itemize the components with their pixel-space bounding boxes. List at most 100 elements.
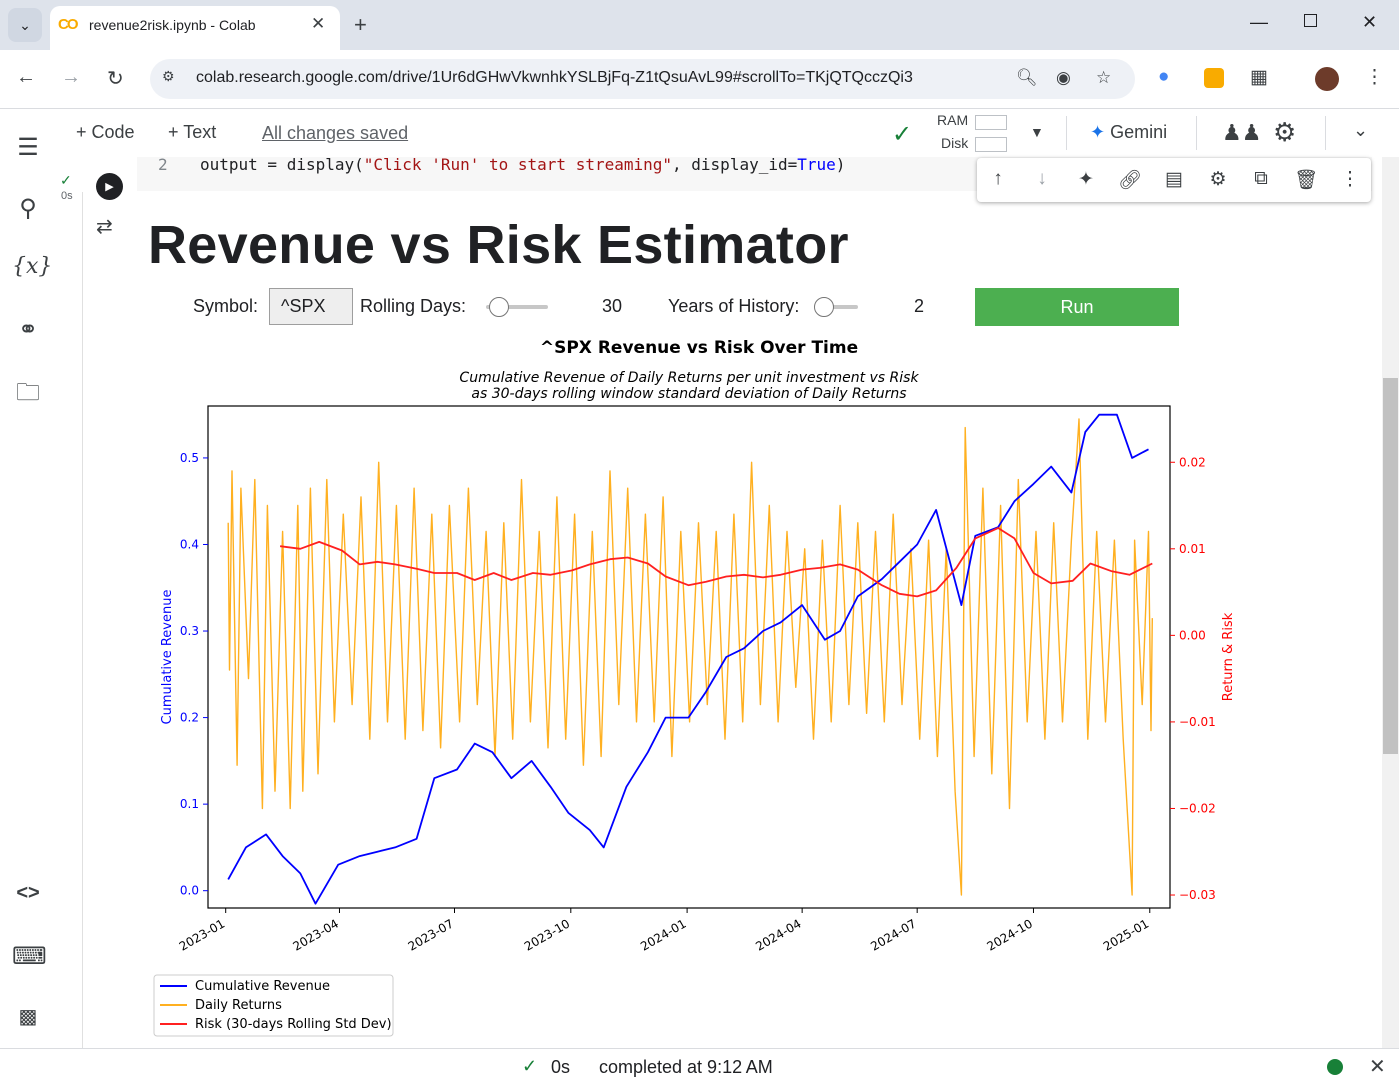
disk-meter[interactable] [975, 137, 1007, 152]
toolbar-divider [1196, 116, 1197, 150]
cell-settings-icon[interactable]: ⚙ [1209, 169, 1227, 190]
move-down-icon[interactable]: ↓ [1037, 168, 1047, 189]
gemini-sparkle-icon: ✦ [1090, 122, 1106, 142]
years-history-slider[interactable] [816, 305, 858, 309]
more-options-icon[interactable]: ⋮ [1340, 169, 1360, 190]
scrollbar-thumb[interactable] [1383, 378, 1398, 754]
runtime-status-indicator[interactable] [1327, 1059, 1343, 1075]
files-folder-icon[interactable]: 🗀︎ [16, 379, 40, 406]
forward-icon[interactable]: → [61, 66, 81, 88]
mirror-cell-icon[interactable]: ⧉ [1254, 168, 1268, 189]
tab-close-icon[interactable]: ✕ [311, 14, 326, 33]
gemini-cell-icon[interactable]: ✦ [1078, 169, 1094, 190]
disk-label[interactable]: Disk [941, 135, 969, 151]
connected-check-icon[interactable]: ✓ [892, 121, 913, 148]
risk-line [279, 527, 1153, 598]
legend-revenue-label: Cumulative Revenue [195, 979, 330, 994]
years-history-value: 2 [914, 296, 925, 316]
add-text-button[interactable]: + Text [168, 122, 217, 142]
link-icon[interactable]: 🔗︎ [1117, 170, 1143, 191]
settings-gear-icon[interactable]: ⚙ [1273, 117, 1297, 147]
run-cell-button[interactable]: ▶ [96, 173, 123, 200]
output-actions-icon[interactable]: ⇄ [96, 216, 113, 238]
back-icon[interactable]: ← [16, 66, 36, 88]
zoom-icon[interactable]: 🔍︎ [1016, 68, 1038, 87]
reload-icon[interactable]: ↻ [107, 68, 124, 90]
active-tab[interactable] [50, 6, 340, 50]
execution-success-icon: ✓ [60, 172, 72, 188]
bookmark-star-icon[interactable]: ☆ [1096, 68, 1112, 87]
url-text[interactable]: colab.research.google.com/drive/1Ur6dGHw… [196, 69, 913, 86]
gemini-button[interactable]: ✦ Gemini [1090, 122, 1167, 143]
chart-legend: Cumulative Revenue Daily Returns Risk (3… [153, 974, 394, 1037]
rolling-days-value: 30 [602, 296, 623, 316]
y-right-tick-label: 0.01 [1179, 542, 1206, 556]
status-bar [0, 1048, 1399, 1076]
ram-label[interactable]: RAM [937, 112, 969, 128]
rolling-days-slider[interactable] [486, 305, 548, 309]
y-left-tick-label: 0.1 [180, 797, 199, 811]
minimize-icon[interactable]: — [1250, 12, 1268, 32]
profile-avatar[interactable] [1315, 67, 1339, 91]
tab-search-icon[interactable]: ⌄ [8, 8, 42, 42]
y-left-tick-label: 0.0 [180, 884, 199, 898]
status-check-icon: ✓ [522, 1056, 538, 1076]
new-tab-icon[interactable]: + [354, 12, 367, 37]
legend-box [153, 974, 394, 1037]
legend-risk-label: Risk (30-days Rolling Std Dev) [195, 1017, 392, 1032]
move-up-icon[interactable]: ↑ [993, 168, 1003, 189]
y-right-tick-label: −0.01 [1179, 715, 1216, 729]
site-info-icon[interactable]: ⚙ [162, 68, 175, 84]
browser-menu-icon[interactable]: ⋮ [1365, 67, 1384, 88]
command-palette-icon[interactable]: ⌨ [12, 943, 47, 970]
status-close-icon[interactable]: ✕ [1369, 1056, 1386, 1078]
runtime-dropdown-icon[interactable]: ▼ [1030, 124, 1044, 140]
y-axis-right-label: Return & Risk [1221, 612, 1236, 701]
share-people-icon[interactable]: ♟♟ [1222, 120, 1262, 145]
address-bar[interactable] [150, 59, 1135, 99]
years-history-slider-handle[interactable] [814, 297, 834, 317]
code-snippets-icon[interactable]: <> [16, 882, 40, 904]
y-left-tick-label: 0.5 [180, 451, 199, 465]
comment-icon[interactable]: ▤ [1165, 169, 1183, 190]
x-tick-label: 2024-07 [868, 916, 918, 953]
globe-extension-icon[interactable]: ● [1158, 66, 1170, 87]
y-axis-left-label: Cumulative Revenue [160, 590, 175, 725]
gemini-label: Gemini [1110, 122, 1168, 142]
app-title: Revenue vs Risk Estimator [148, 215, 849, 275]
add-code-button[interactable]: + Code [76, 122, 135, 142]
variables-icon[interactable]: {x} [12, 254, 53, 279]
extensions-puzzle-icon[interactable]: ▦ [1250, 67, 1268, 88]
y-right-tick-label: −0.03 [1179, 888, 1216, 902]
secrets-key-icon[interactable]: ⚭ [17, 316, 39, 343]
x-tick-label: 2023-07 [406, 916, 456, 953]
x-tick-label: 2024-04 [753, 916, 803, 953]
run-button[interactable]: Run [975, 288, 1179, 326]
x-tick-label: 2023-04 [291, 916, 341, 953]
y-left-tick-label: 0.3 [180, 624, 199, 638]
save-status[interactable]: All changes saved [262, 123, 409, 143]
y-right-tick-label: 0.02 [1179, 455, 1206, 469]
tab-title: revenue2risk.ipynb - Colab [89, 17, 256, 33]
delete-icon[interactable]: 🗑︎ [1293, 170, 1319, 191]
ram-meter[interactable] [975, 115, 1007, 130]
status-exec-time: 0s [551, 1057, 571, 1077]
output-divider [82, 192, 83, 1048]
collapse-chevron-icon[interactable]: ⌄ [1353, 120, 1369, 140]
toolbar-divider [1325, 116, 1326, 150]
eye-off-icon[interactable]: ◉ [1056, 68, 1071, 87]
x-tick-label: 2025-01 [1101, 916, 1151, 953]
code-line[interactable]: output = display("Click 'Run' to start s… [200, 155, 846, 174]
x-tick-label: 2024-10 [985, 916, 1035, 953]
table-of-contents-icon[interactable]: ☰ [17, 134, 39, 161]
y-right-tick-label: −0.02 [1179, 801, 1216, 815]
search-icon[interactable]: ⚲ [19, 195, 37, 222]
keep-extension-icon[interactable] [1204, 68, 1224, 88]
cumulative-revenue-line [227, 413, 1149, 905]
chart-subtitle-line2: as 30-days rolling window standard devia… [471, 386, 906, 402]
window-close-icon[interactable]: ✕ [1362, 12, 1378, 32]
symbol-input[interactable] [269, 288, 353, 325]
maximize-icon[interactable] [1304, 14, 1317, 27]
terminal-icon[interactable]: ▩ [18, 1006, 38, 1028]
rolling-days-slider-handle[interactable] [489, 297, 509, 317]
